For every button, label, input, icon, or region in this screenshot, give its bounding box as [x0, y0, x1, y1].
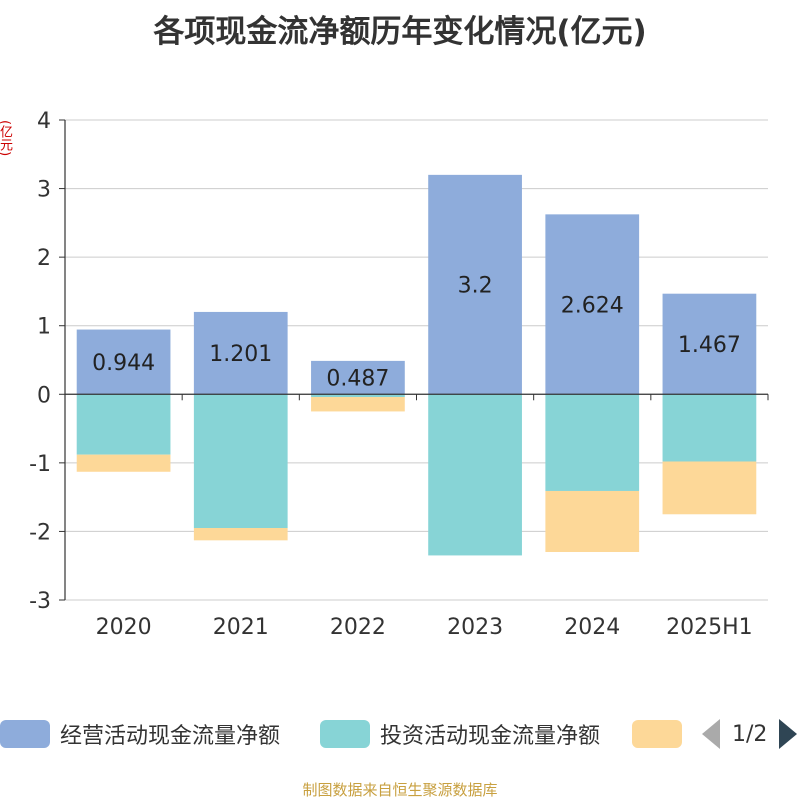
y-tick-label: -2 — [29, 520, 51, 545]
legend-swatch-financing — [632, 720, 682, 748]
y-tick-label: -1 — [29, 452, 51, 477]
y-tick-label: 2 — [37, 246, 51, 271]
data-label-2022: 0.487 — [326, 367, 389, 392]
bar-series0-2022 — [311, 360, 405, 395]
chart-plot: -3 -2 -1 0 1 2 3 4 2020 2021 2022 2023 2024 2025H1 0.… — [29, 109, 769, 640]
bar-series1-2025H1 — [662, 394, 757, 462]
data-labels: 0.944 1.201 0.487 3.2 2.624 1.467 — [92, 274, 741, 392]
source-note: 制图数据来自恒生聚源数据库 — [302, 781, 498, 799]
bars — [76, 174, 757, 556]
legend-label-operating: 经营活动现金流量净额 — [60, 724, 281, 749]
data-label-2025H1: 1.467 — [678, 333, 741, 358]
x-tick-label: 2020 — [96, 615, 152, 640]
data-label-2021: 1.201 — [209, 342, 272, 367]
bar-series2-2020 — [76, 454, 171, 472]
y-axis-unit-label: (亿元) — [0, 120, 12, 157]
x-tick-label: 2022 — [330, 615, 386, 640]
legend-swatch-investing — [320, 720, 370, 748]
bar-series1-2021 — [193, 394, 288, 528]
y-tick-label: 0 — [37, 383, 51, 408]
chart-title: 各项现金流净额历年变化情况(亿元) — [153, 14, 647, 50]
pager-text: 1/2 — [732, 721, 768, 747]
bar-series0-2024 — [545, 214, 640, 395]
data-label-2024: 2.624 — [561, 293, 624, 318]
x-tick-label: 2025H1 — [666, 615, 753, 640]
y-tick-label: 4 — [37, 109, 51, 134]
legend-pager: 1/2 — [702, 716, 798, 752]
legend-item-operating[interactable]: 经营活动现金流量净额 — [0, 716, 280, 752]
legend-item-investing[interactable]: 投资活动现金流量净额 — [320, 716, 600, 752]
legend: 经营活动现金流量净额 投资活动现金流量净额 1/2 — [0, 716, 800, 752]
legend-swatch-operating — [0, 720, 50, 748]
bar-series0-2020 — [76, 329, 171, 395]
bar-series0-2025H1 — [662, 293, 757, 395]
pager-next-icon[interactable] — [779, 719, 798, 749]
y-tick-label: -3 — [29, 589, 51, 614]
axes: -3 -2 -1 0 1 2 3 4 2020 2021 2022 2023 2024 2025H1 — [29, 109, 769, 640]
bar-series1-2022 — [311, 394, 405, 398]
bar-series2-2022 — [311, 397, 405, 412]
data-label-2020: 0.944 — [92, 351, 155, 376]
data-label-2023: 3.2 — [458, 274, 493, 299]
bar-series2-2024 — [545, 490, 640, 552]
bar-series2-2025H1 — [662, 461, 757, 515]
bar-series1-2020 — [76, 394, 171, 455]
x-tick-label: 2023 — [447, 615, 503, 640]
bar-series1-2023 — [428, 394, 522, 556]
x-tick-label: 2021 — [213, 615, 269, 640]
x-tick-label: 2024 — [564, 615, 620, 640]
legend-item-financing[interactable] — [632, 716, 682, 752]
bar-series2-2021 — [193, 528, 288, 541]
legend-label-investing: 投资活动现金流量净额 — [380, 724, 601, 749]
y-tick-label: 3 — [37, 178, 51, 203]
grid-lines — [65, 119, 768, 601]
y-tick-label: 1 — [37, 315, 51, 340]
pager-prev-icon[interactable] — [702, 719, 720, 749]
bar-series1-2024 — [545, 394, 640, 491]
bar-series0-2021 — [193, 311, 288, 395]
bar-series0-2023 — [428, 174, 522, 395]
